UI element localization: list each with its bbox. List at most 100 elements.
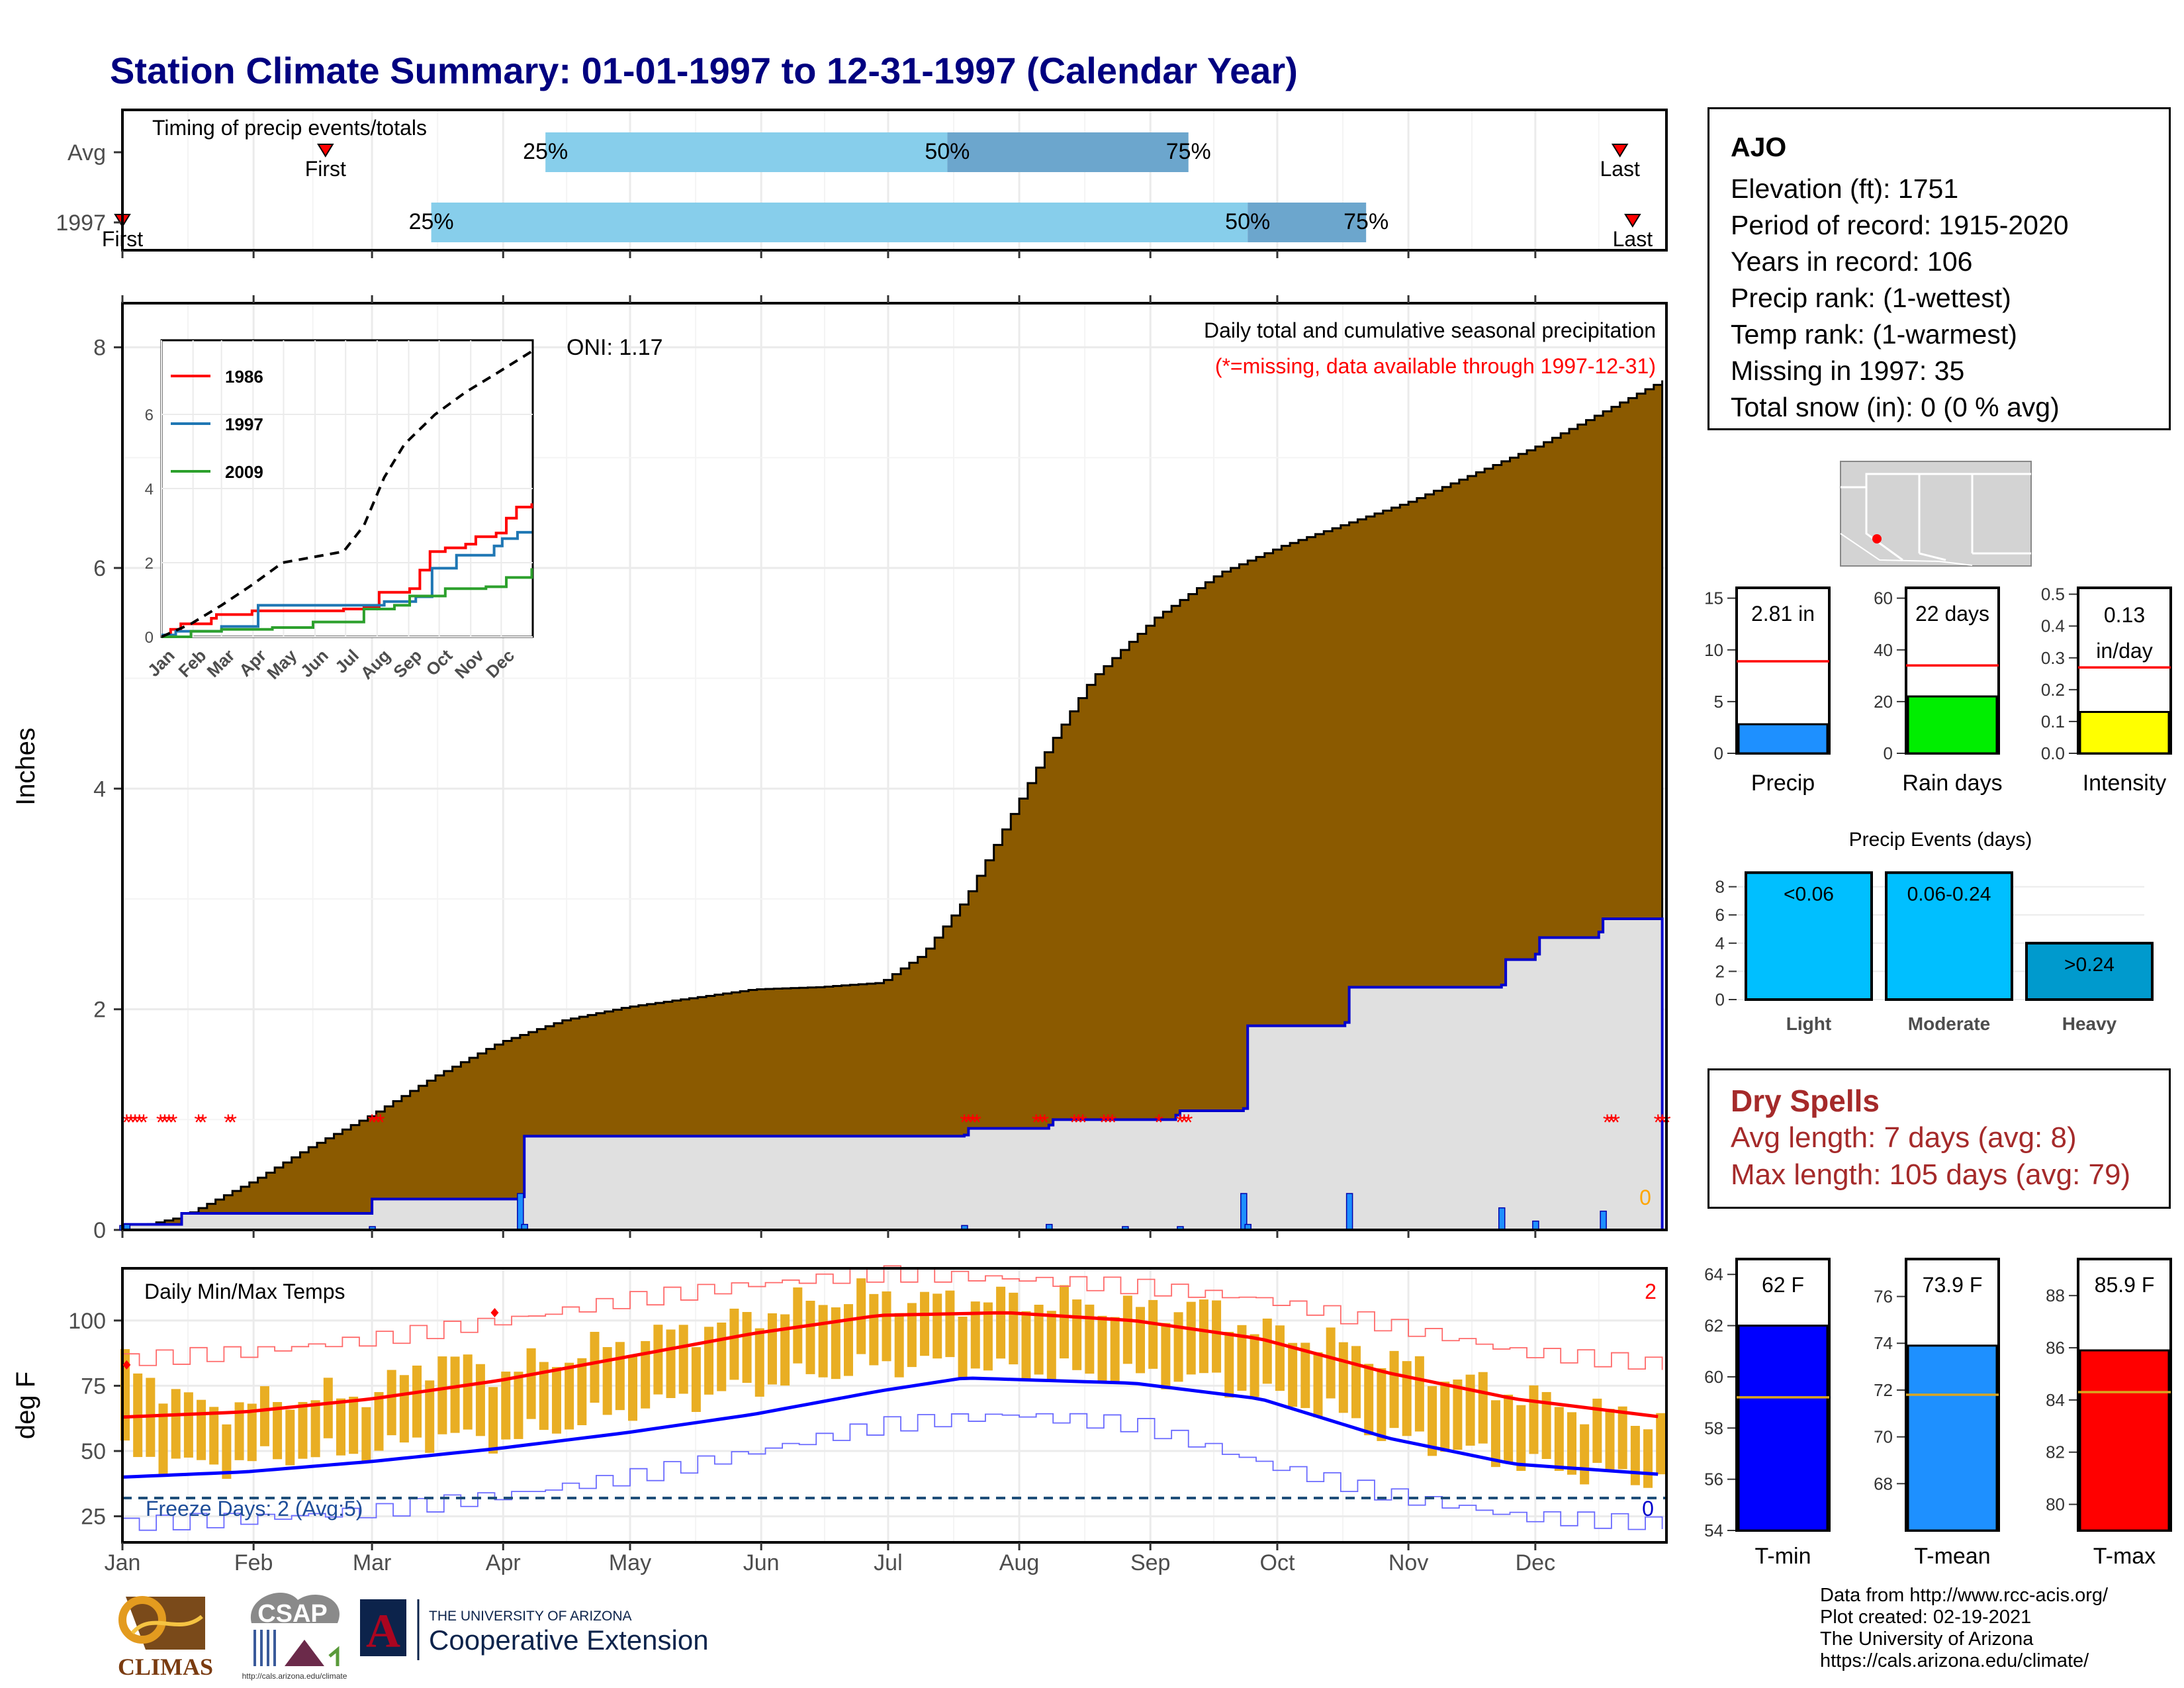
events-ytick-label-4: 8 <box>1715 877 1725 897</box>
tsum-g-value-label-1-0: 73.9 F <box>1923 1273 1983 1297</box>
inset-ytick-label-1: 2 <box>145 555 154 573</box>
psum-g-ytick-label-2-2: 0.2 <box>2041 680 2065 700</box>
daily-temp-bar <box>1630 1426 1640 1485</box>
missing-day-marker: * <box>1654 1110 1662 1135</box>
psum-g-ytick-label-2-5: 0.5 <box>2041 585 2065 604</box>
timing-last-label-1997: Last <box>1613 227 1653 251</box>
freeze-days-label: Freeze Days: 2 (Avg:5) <box>146 1497 363 1521</box>
timing-p50-label-1997: 50% <box>1225 209 1270 234</box>
daily-temp-bar <box>1046 1311 1056 1380</box>
daily-temp-bar <box>1465 1374 1475 1446</box>
missing-day-marker: * <box>1078 1110 1087 1135</box>
daily-temp-bar <box>1136 1307 1146 1374</box>
daily-temp-bar <box>1377 1368 1387 1441</box>
daily-temp-bar <box>1656 1413 1666 1475</box>
daily-temp-bar <box>273 1402 283 1460</box>
month-label-2: Mar <box>353 1550 392 1575</box>
daily-temp-bar <box>1516 1405 1526 1472</box>
page-title: Station Climate Summary: 01-01-1997 to 1… <box>110 50 1298 91</box>
daily-temp-bar <box>1097 1315 1107 1383</box>
missing-day-marker: * <box>135 1110 144 1135</box>
timing-bar-25-50-1997 <box>431 203 1248 242</box>
missing-day-marker: * <box>1040 1110 1049 1135</box>
daily-temp-bar <box>1541 1391 1551 1459</box>
missing-day-marker: * <box>1612 1110 1620 1135</box>
daily-temp-bar <box>1059 1285 1069 1359</box>
tsum-g-ytick-label-0-0: 54 <box>1704 1521 1723 1540</box>
timing-last-marker-1997 <box>1624 214 1641 228</box>
station-info-box: AJO Elevation (ft): 1751 Period of recor… <box>1707 107 2171 430</box>
cum-ytick-label-0: 0 <box>93 1218 106 1243</box>
daily-temp-bar <box>551 1367 561 1434</box>
daily-temp-bar <box>298 1401 308 1459</box>
missing-day-marker: * <box>1108 1110 1116 1135</box>
dry-spells-title: Dry Spells <box>1731 1084 1880 1118</box>
credit-url[interactable]: https://cals.arizona.edu/climate/ <box>1820 1650 2089 1671</box>
tsum-g-ytick-label-1-0: 68 <box>1874 1474 1893 1493</box>
cum-ylabel: Inches <box>11 727 40 806</box>
daily-temp-bar <box>856 1278 866 1354</box>
daily-temp-bar <box>1199 1299 1208 1374</box>
climas-logo-text: CLIMAS <box>118 1654 213 1680</box>
inset-legend-label-1986: 1986 <box>225 367 263 387</box>
credit-data-source[interactable]: Data from http://www.rcc-acis.org/ <box>1820 1585 2109 1606</box>
missing-day-marker: * <box>1154 1110 1163 1135</box>
psum-g-ytick-label-0-1: 5 <box>1714 692 1723 712</box>
tsum-g-name-2: T-max <box>2093 1544 2156 1569</box>
climas-logo[interactable]: CLIMAS <box>106 1583 225 1683</box>
temp-summary-charts: 54 56 58 60 62 64 62 F T-min 68 70 72 74 76 73.9 F T-m… <box>1704 1258 2172 1569</box>
ua-extension-logo[interactable]: A THE UNIVERSITY OF ARIZONA Cooperative … <box>357 1595 754 1668</box>
psum-g-ytick-label-2-1: 0.1 <box>2041 712 2065 731</box>
daily-temp-bar <box>1592 1398 1602 1463</box>
daily-temp-bar <box>691 1347 701 1412</box>
temp-ytick-label-2: 75 <box>81 1374 106 1399</box>
temp-ytick-label-1: 50 <box>81 1439 106 1464</box>
daily-temp-bar <box>387 1370 396 1436</box>
month-axis: Jan Feb Mar Apr May Jun Jul Aug Sep Oct Nov Dec <box>105 1550 1556 1575</box>
psum-g-ytick-label-2-3: 0.3 <box>2041 648 2065 668</box>
daily-temp-bar <box>1326 1327 1336 1399</box>
psum-g-name-1: Rain days <box>1902 771 2002 796</box>
daily-temp-bar <box>970 1301 980 1369</box>
daily-temp-bar <box>336 1398 345 1456</box>
daily-temp-bar <box>1288 1342 1298 1407</box>
psum-g-ytick-label-2-0: 0.0 <box>2041 743 2065 763</box>
missing-day-marker: * <box>169 1110 177 1135</box>
daily-temp-bar <box>754 1328 764 1397</box>
daily-temp-bar <box>209 1407 219 1465</box>
missing-day-marker: * <box>139 1110 148 1135</box>
tsum-g-ytick-label-2-2: 84 <box>2046 1390 2065 1410</box>
tsum-g-bar-t-max <box>2079 1349 2170 1532</box>
month-label-11: Dec <box>1516 1550 1555 1575</box>
psum-g-value-label-2-1: in/day <box>2096 639 2152 663</box>
daily-temp-bar <box>488 1387 498 1454</box>
daily-temp-bar <box>1389 1350 1399 1429</box>
tsum-g-ytick-label-2-0: 80 <box>2046 1495 2065 1515</box>
timing-first-label-Avg: First <box>305 157 346 181</box>
csap-logo[interactable]: CSAP http://cals.arizona.edu/climate <box>232 1583 357 1683</box>
precip-events-chart: Precip Events (days) 0 2 4 6 8 <0.06 Light 0.06-… <box>1715 829 2154 1034</box>
tsum-g-ytick-label-2-1: 82 <box>2046 1442 2065 1462</box>
tsum-g-ytick-label-0-2: 58 <box>1704 1418 1723 1438</box>
station-location-marker <box>1872 534 1882 543</box>
dry-spells-avg: Avg length: 7 days (avg: 8) <box>1731 1121 2077 1154</box>
missing-day-marker: * <box>1175 1110 1184 1135</box>
timing-p75-label-1997: 75% <box>1343 209 1388 234</box>
month-label-8: Sep <box>1130 1550 1171 1575</box>
psum-g-bar-precip <box>1737 723 1829 755</box>
daily-temp-bar <box>1617 1406 1627 1470</box>
events-ytick-label-0: 0 <box>1715 990 1725 1009</box>
daily-temp-bar <box>437 1356 447 1434</box>
missing-day-marker: * <box>1184 1110 1193 1135</box>
daily-temp-bar <box>996 1286 1006 1359</box>
daily-temp-bar <box>526 1348 536 1419</box>
station-years: Years in record: 106 <box>1731 246 1973 277</box>
timing-p50-label-Avg: 50% <box>925 139 970 164</box>
daily-temp-bar <box>1275 1325 1285 1391</box>
station-snow: Total snow (in): 0 (0 % avg) <box>1731 392 2060 422</box>
record-high-marker-mar <box>490 1308 499 1318</box>
daily-temp-bar <box>818 1305 828 1378</box>
daily-temp-bar <box>933 1293 942 1359</box>
